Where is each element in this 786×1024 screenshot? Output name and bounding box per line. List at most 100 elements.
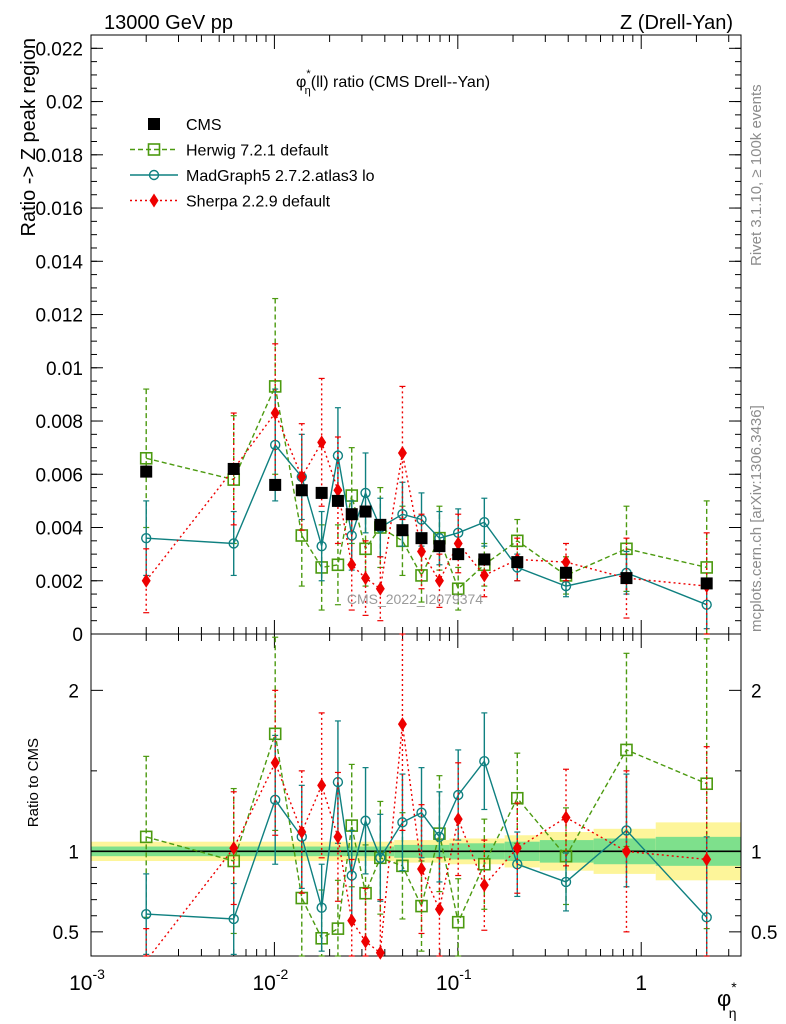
ratio-line-madgraph bbox=[146, 759, 708, 920]
ratio-point-herwig bbox=[139, 830, 153, 844]
legend-entry-herwig: Herwig 7.2.1 default bbox=[130, 143, 329, 160]
main-point-cms bbox=[295, 484, 308, 497]
ratio-point-madgraph bbox=[141, 908, 152, 920]
x-tick-label-base: 10 bbox=[252, 972, 275, 995]
main-point-herwig bbox=[451, 582, 465, 596]
y-tick-label: 0.02 bbox=[46, 93, 83, 114]
legend-marker-sherpa bbox=[149, 193, 159, 208]
main-point-madgraph bbox=[397, 509, 408, 520]
main-ylabel: Ratio -> Z peak region bbox=[18, 38, 40, 236]
main-point-cms bbox=[700, 577, 713, 590]
y-tick-label: 0.022 bbox=[35, 39, 83, 60]
main-point-cms bbox=[331, 494, 344, 507]
ratio-point-sherpa bbox=[479, 878, 489, 893]
main-point-sherpa bbox=[453, 536, 463, 551]
main-point-sherpa bbox=[479, 568, 489, 583]
main-point-cms bbox=[359, 505, 372, 518]
x-axis-label: φ* η bbox=[717, 979, 737, 1021]
legend-label-herwig: Herwig 7.2.1 default bbox=[186, 143, 329, 160]
ratio-point-herwig bbox=[331, 922, 345, 935]
header-left-text: 13000 GeV pp bbox=[104, 12, 233, 34]
main-point-cms bbox=[511, 556, 524, 569]
ratio-y-tick-label-right: 0.5 bbox=[751, 923, 777, 944]
legend-entry-cms: CMS bbox=[148, 117, 222, 134]
x-tick-label: 1 bbox=[635, 972, 647, 995]
y-tick-label: 0.018 bbox=[35, 146, 83, 167]
x-axis-label-main: φ bbox=[717, 986, 731, 1011]
ratio-point-herwig bbox=[451, 915, 465, 929]
ratio-point-madgraph bbox=[228, 913, 239, 925]
legend-marker-madgraph bbox=[148, 169, 160, 181]
legend-marker-herwig bbox=[147, 143, 161, 156]
ratio-y-tick-label-right: 1 bbox=[751, 842, 762, 863]
x-axis-label-sup: * bbox=[731, 979, 737, 995]
chart-title-sub: η bbox=[305, 85, 311, 97]
ratio-y-tick-label: 1 bbox=[68, 842, 79, 863]
y-tick-label: 0.004 bbox=[35, 519, 83, 540]
main-point-sherpa bbox=[141, 573, 151, 588]
ratio-point-herwig bbox=[620, 743, 633, 757]
ratio-series-madgraph bbox=[141, 712, 712, 957]
legend-marker-cms bbox=[148, 118, 160, 130]
main-point-herwig bbox=[331, 558, 345, 572]
ratio-point-sherpa bbox=[561, 810, 571, 825]
ratio-point-herwig bbox=[478, 857, 491, 871]
ratio-point-sherpa bbox=[417, 862, 427, 877]
x-tick-label-exponent: -3 bbox=[92, 966, 105, 982]
main-point-cms bbox=[560, 566, 573, 579]
main-point-herwig bbox=[359, 542, 372, 556]
ratio-point-sherpa bbox=[270, 755, 280, 770]
ratio-point-sherpa bbox=[333, 829, 343, 844]
ratio-plot-frame bbox=[90, 633, 742, 957]
ratio-point-herwig bbox=[227, 854, 241, 868]
main-point-cms bbox=[140, 465, 153, 478]
main-point-sherpa bbox=[417, 544, 427, 559]
y-tick-label: 0.012 bbox=[35, 306, 83, 327]
main-point-cms bbox=[345, 508, 358, 521]
mcplots-side-text: mcplots.cern.ch [arXiv:1306.3436] bbox=[748, 405, 765, 632]
main-point-sherpa bbox=[270, 406, 280, 421]
legend-label-cms: CMS bbox=[186, 117, 222, 134]
main-line-sherpa bbox=[145, 411, 707, 590]
chart-title-main: φ bbox=[296, 74, 306, 91]
ratio-point-madgraph bbox=[316, 902, 327, 913]
legend-entry-madgraph: MadGraph5 2.7.2.atlas3 lo bbox=[130, 168, 375, 185]
ratio-point-madgraph bbox=[375, 852, 386, 863]
ratio-point-madgraph bbox=[434, 831, 445, 843]
header-right-text: Z (Drell-Yan) bbox=[620, 12, 733, 34]
main-point-madgraph bbox=[479, 516, 490, 528]
y-tick-label: 0.002 bbox=[35, 572, 83, 593]
legend-entry-sherpa: Sherpa 2.2.9 default bbox=[130, 193, 331, 211]
legend: CMS Herwig 7.2.1 default MadGraph5 2.7.2.a… bbox=[130, 117, 375, 211]
main-point-cms bbox=[452, 548, 465, 561]
y-tick-label: 0.006 bbox=[35, 465, 83, 486]
main-series-cms bbox=[140, 462, 713, 590]
main-point-cms bbox=[227, 462, 240, 475]
y-tick-label: 0 bbox=[72, 625, 83, 646]
main-point-sherpa bbox=[317, 435, 327, 450]
ratio-series-sherpa bbox=[143, 633, 712, 960]
ratio-y-tick-label: 2 bbox=[68, 681, 79, 702]
ratio-point-sherpa bbox=[229, 841, 239, 856]
main-point-sherpa bbox=[397, 445, 407, 460]
reference-band-layer bbox=[91, 822, 741, 881]
main-point-cms bbox=[396, 524, 409, 537]
ratio-y-tick-label: 0.5 bbox=[53, 923, 79, 944]
ratio-point-madgraph bbox=[416, 807, 427, 818]
chart-title-rest: (ll) ratio (CMS Drell--Yan) bbox=[311, 74, 490, 91]
legend-label-madgraph: MadGraph5 2.7.2.atlas3 lo bbox=[186, 168, 375, 185]
ratio-point-sherpa bbox=[453, 812, 463, 827]
main-point-herwig bbox=[510, 534, 524, 548]
main-point-sherpa bbox=[375, 581, 385, 596]
ratio-point-madgraph bbox=[479, 755, 490, 767]
main-point-sherpa bbox=[347, 557, 357, 572]
x-tick-label: 10-2 bbox=[252, 966, 288, 995]
ratio-point-sherpa bbox=[702, 852, 712, 867]
ratio-point-sherpa bbox=[347, 913, 357, 928]
ratio-point-sherpa bbox=[512, 841, 522, 856]
axes-layer: 0 0.002 0.004 0.006 0.008 0.01 0.012 0.014 0.016… bbox=[35, 34, 777, 995]
ratio-point-sherpa bbox=[297, 825, 307, 840]
main-point-sherpa bbox=[297, 469, 307, 484]
main-point-sherpa bbox=[361, 571, 371, 586]
y-tick-label: 0.014 bbox=[35, 252, 83, 273]
